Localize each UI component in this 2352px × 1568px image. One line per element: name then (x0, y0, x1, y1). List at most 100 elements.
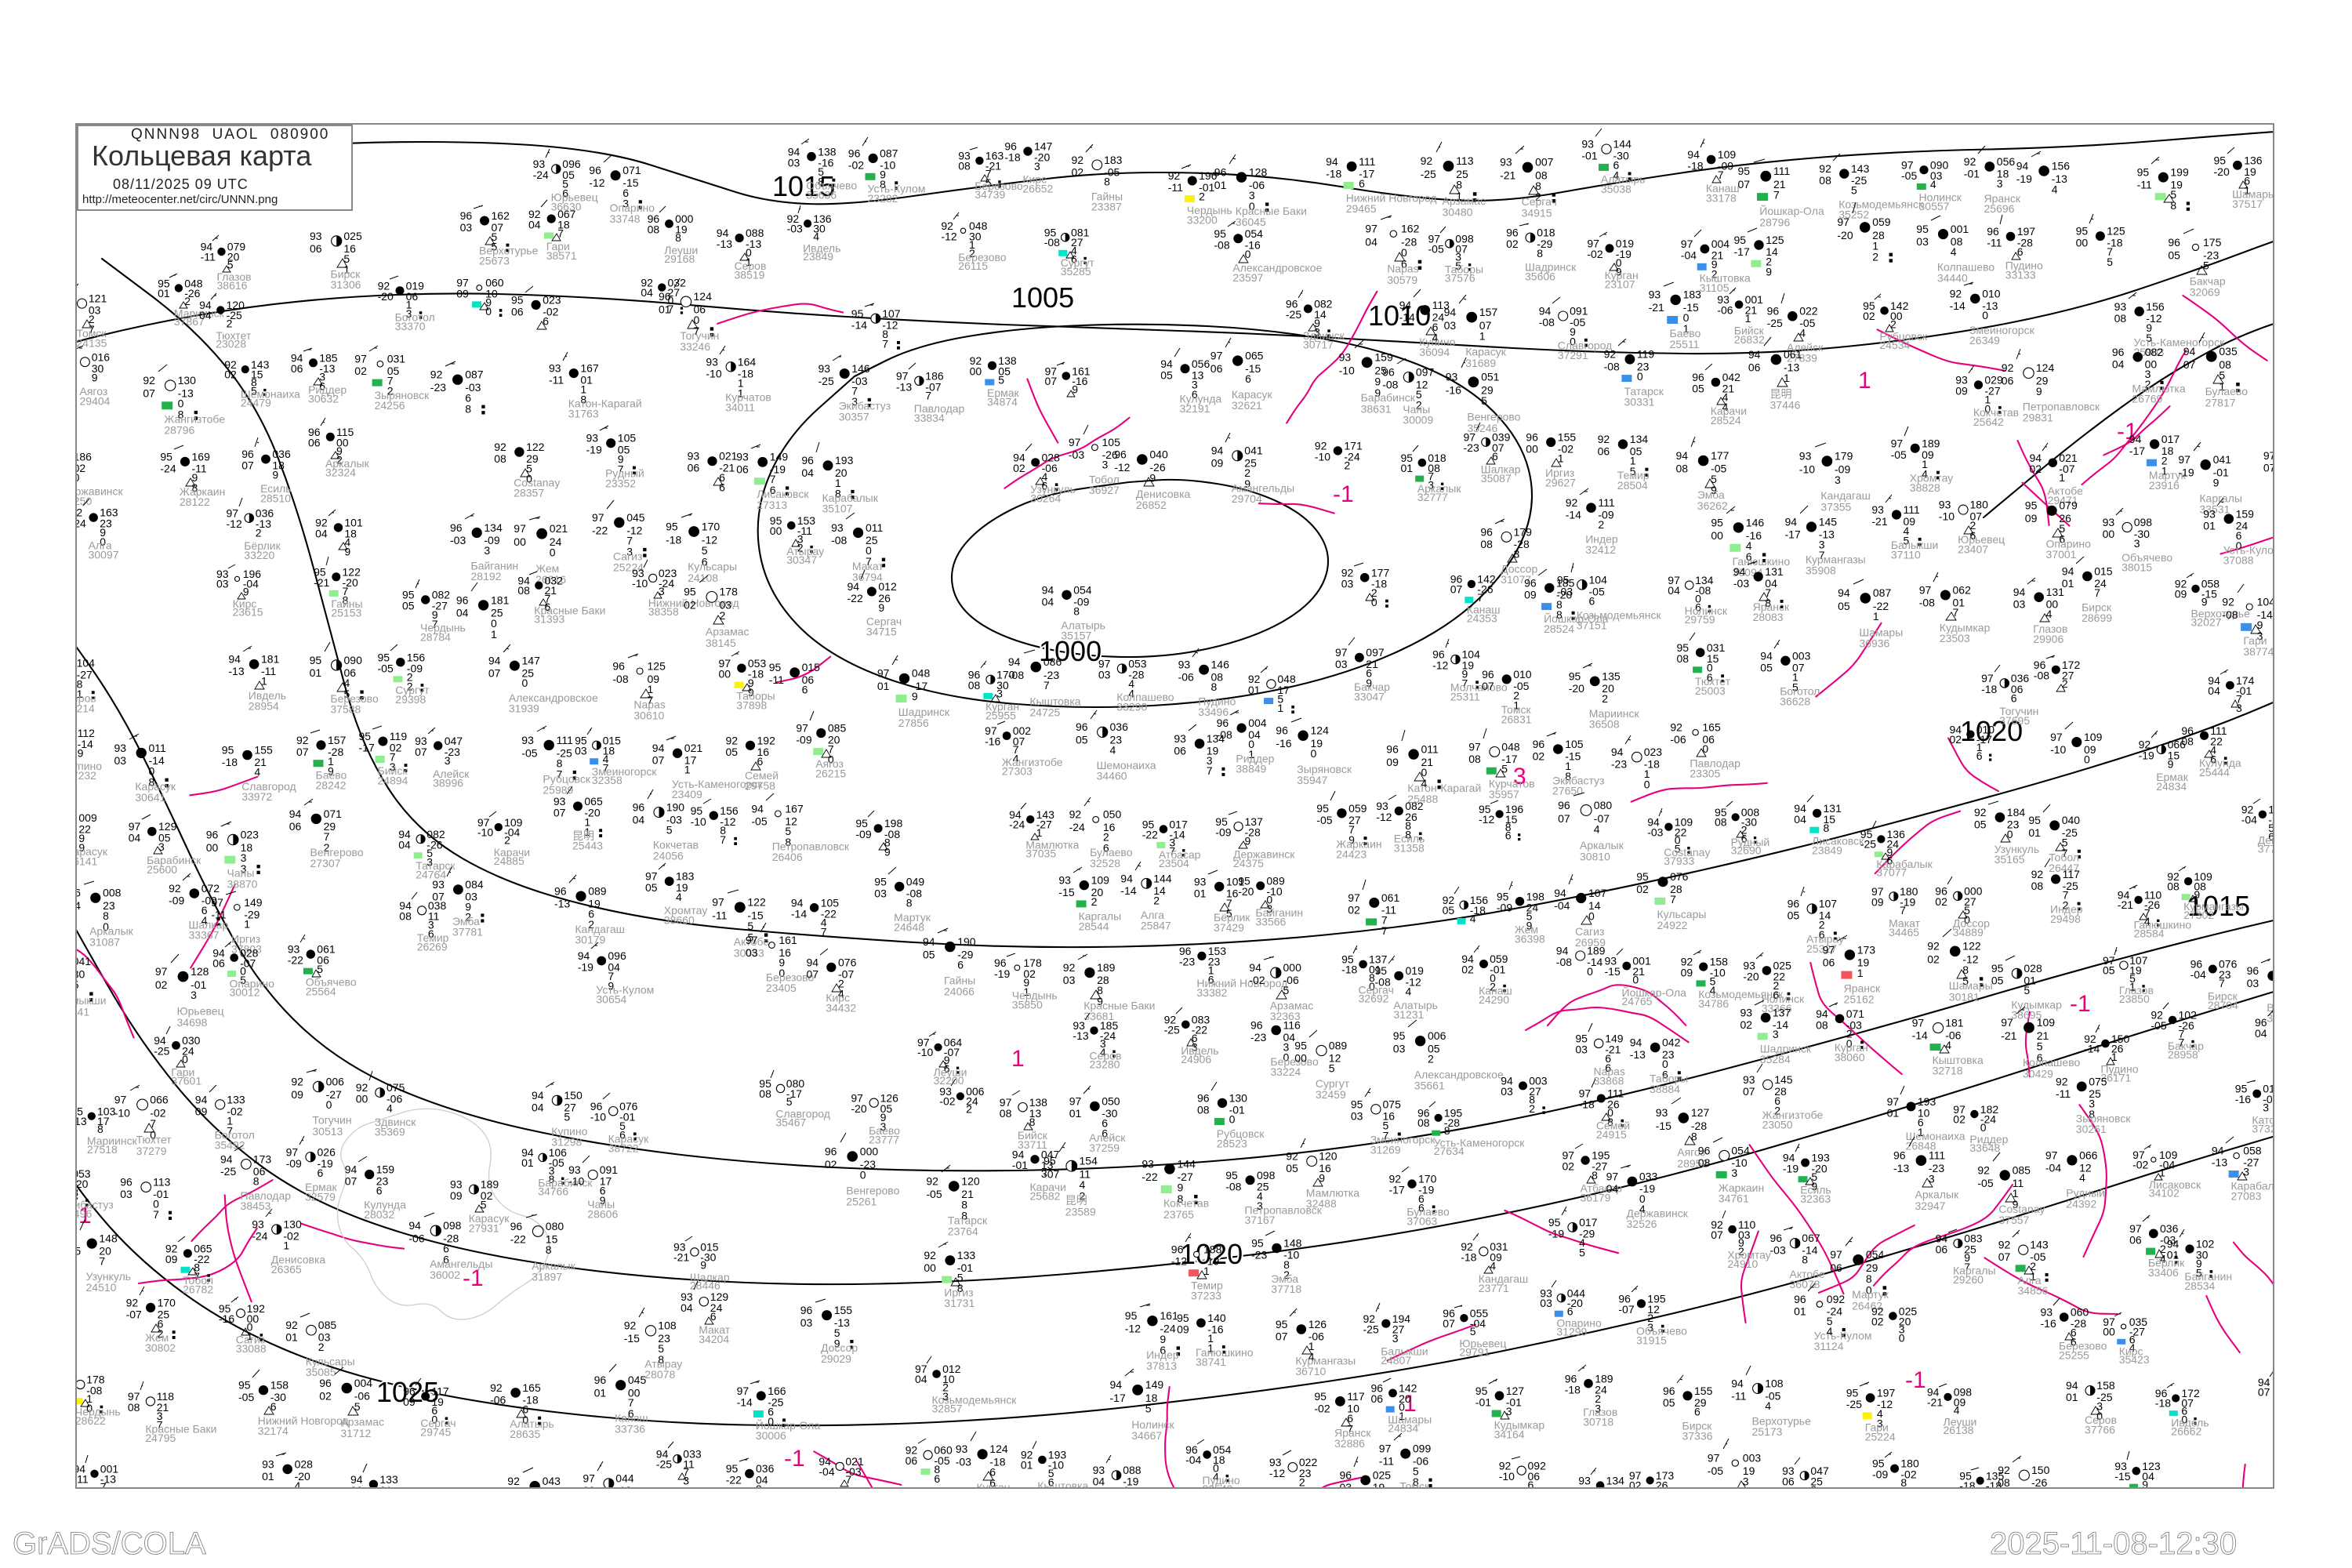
svg-text:1: 1 (1858, 368, 1871, 394)
svg-text:28606: 28606 (587, 1208, 618, 1221)
svg-text:97: 97 (746, 934, 758, 946)
svg-text:93: 93 (1581, 138, 1594, 151)
svg-text:2: 2 (1199, 191, 1205, 203)
svg-text:-20: -20 (378, 290, 394, 303)
svg-text:96: 96 (633, 801, 645, 814)
svg-text:128: 128 (191, 965, 209, 978)
svg-text:94: 94 (345, 1163, 358, 1176)
svg-text:97: 97 (1887, 1095, 1900, 1108)
svg-text:92: 92 (726, 734, 739, 746)
svg-text:07: 07 (1045, 375, 1058, 387)
svg-text:04: 04 (2255, 1027, 2267, 1040)
svg-text:-21: -21 (2001, 1029, 2016, 1042)
svg-text:95: 95 (1738, 165, 1751, 177)
svg-text:125: 125 (2107, 225, 2125, 238)
svg-text:31712: 31712 (340, 1427, 371, 1439)
svg-text:34698: 34698 (177, 1016, 208, 1029)
svg-text:3: 3 (1929, 1173, 1935, 1185)
svg-text:93: 93 (568, 1163, 581, 1176)
svg-text:23771: 23771 (1479, 1282, 1509, 1294)
svg-text:7: 7 (2219, 977, 2225, 989)
svg-text:-22: -22 (592, 524, 608, 536)
svg-text:089: 089 (588, 885, 607, 898)
svg-text:34164: 34164 (1494, 1428, 1525, 1441)
svg-text:150: 150 (564, 1089, 583, 1102)
svg-text:26365: 26365 (271, 1263, 302, 1276)
svg-text:03: 03 (1540, 1297, 1552, 1309)
svg-text:5: 5 (2107, 256, 2113, 268)
svg-text:94: 94 (1008, 655, 1021, 668)
svg-text:96: 96 (801, 454, 814, 466)
svg-text:35087: 35087 (1481, 472, 1512, 485)
svg-text:126: 126 (1308, 1318, 1327, 1330)
svg-text:08/11/2025 09 UTC: 08/11/2025 09 UTC (113, 176, 249, 192)
svg-text:01: 01 (659, 303, 671, 316)
svg-text:6: 6 (802, 683, 808, 695)
svg-text:95: 95 (511, 293, 524, 306)
svg-text:05: 05 (1991, 975, 2004, 987)
svg-text:-22: -22 (1142, 1171, 1157, 1183)
svg-text:95: 95 (2025, 499, 2038, 512)
svg-text:30513: 30513 (312, 1125, 343, 1138)
svg-text:-08: -08 (1604, 360, 1620, 372)
svg-text:93: 93 (1939, 499, 1951, 511)
svg-text:8: 8 (1537, 247, 1543, 260)
svg-text:-25: -25 (1164, 1024, 1180, 1036)
svg-text:24479: 24479 (241, 396, 271, 408)
svg-text:4: 4 (1951, 245, 1957, 258)
svg-text:92: 92 (1072, 154, 1084, 166)
svg-text:033: 033 (1639, 1170, 1658, 1182)
svg-text:-13: -13 (717, 238, 732, 250)
svg-text:-1: -1 (784, 1446, 805, 1472)
svg-text:25153: 25153 (331, 607, 361, 619)
svg-text:93: 93 (2103, 516, 2115, 528)
svg-text:32324: 32324 (325, 466, 356, 479)
svg-text:01: 01 (1401, 462, 1414, 474)
svg-text:121: 121 (89, 292, 107, 305)
svg-text:-04: -04 (2241, 814, 2257, 826)
svg-text:09: 09 (403, 1396, 416, 1408)
svg-text:113: 113 (1456, 154, 1474, 167)
svg-text:042: 042 (1662, 1036, 1681, 1049)
svg-text:7: 7 (1670, 893, 1676, 906)
svg-text:92: 92 (2031, 868, 2044, 880)
svg-text:-14: -14 (791, 907, 807, 920)
svg-text:92: 92 (1927, 940, 1940, 953)
svg-text:-09: -09 (169, 895, 184, 907)
svg-text:38571: 38571 (546, 249, 577, 262)
svg-text:-05: -05 (1316, 814, 1332, 826)
svg-text:93: 93 (956, 1443, 968, 1455)
svg-text:003: 003 (1792, 649, 1811, 662)
svg-text:06: 06 (212, 956, 225, 969)
svg-text:94: 94 (408, 1219, 421, 1232)
svg-text:97: 97 (286, 1145, 299, 1158)
svg-text:-15: -15 (1058, 886, 1074, 898)
svg-text:33370: 33370 (395, 320, 426, 332)
svg-text:08: 08 (2114, 312, 2127, 325)
svg-text:93: 93 (549, 362, 561, 375)
svg-text:9: 9 (2213, 477, 2220, 489)
svg-text:6: 6 (1359, 177, 1365, 190)
svg-text:96: 96 (1663, 1385, 1675, 1397)
svg-text:95: 95 (1294, 1040, 1307, 1052)
svg-text:9: 9 (92, 371, 98, 383)
svg-text:035: 035 (2219, 345, 2238, 358)
svg-text:33047: 33047 (1354, 691, 1385, 703)
svg-text:8: 8 (465, 402, 471, 415)
svg-text:24375: 24375 (1233, 857, 1264, 869)
svg-text:92: 92 (1168, 169, 1181, 182)
svg-text:0: 0 (1982, 309, 1988, 321)
svg-text:4: 4 (1406, 985, 1412, 997)
svg-text:01: 01 (1069, 1107, 1082, 1120)
svg-text:0: 0 (1311, 747, 1317, 760)
svg-text:-08: -08 (612, 673, 628, 685)
svg-text:35908: 35908 (1806, 564, 1836, 577)
svg-text:071: 071 (324, 808, 343, 820)
svg-text:-19: -19 (2178, 466, 2194, 479)
svg-text:04: 04 (2208, 684, 2220, 697)
svg-text:26215: 26215 (815, 768, 846, 780)
svg-text:24392: 24392 (2066, 1197, 2096, 1210)
svg-text:00: 00 (2103, 528, 2115, 540)
svg-text:2: 2 (256, 526, 262, 539)
svg-text:31105: 31105 (1700, 281, 1730, 294)
